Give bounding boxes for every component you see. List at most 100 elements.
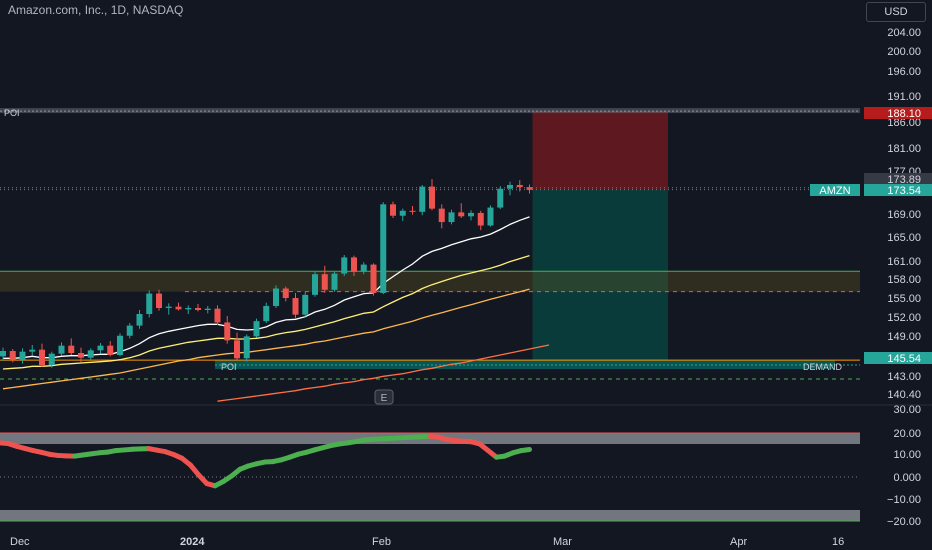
price-tick: 186.00 — [887, 117, 921, 129]
candle-body — [243, 336, 250, 359]
oscillator-axis: 30.00 20.00 10.00 0.000 −10.00 −20.00 — [887, 404, 921, 528]
candle-body — [351, 257, 357, 272]
time-label: Dec — [10, 536, 30, 548]
candle-body — [302, 294, 309, 315]
candle — [282, 286, 289, 302]
candles — [0, 179, 533, 368]
candle-body — [360, 264, 367, 272]
candle-body — [331, 273, 338, 290]
earnings-marker[interactable] — [374, 389, 394, 405]
time-label: 2024 — [180, 536, 205, 548]
candle — [399, 208, 406, 221]
candle — [78, 347, 84, 363]
time-axis[interactable]: Dec 2024 Feb Mar Apr 16 — [10, 536, 844, 548]
candle — [224, 316, 231, 344]
candle — [68, 338, 75, 355]
candle-body — [185, 308, 192, 310]
candle-body — [370, 264, 377, 293]
candle — [409, 205, 416, 215]
supply-band — [0, 271, 860, 292]
price-tick: 152.00 — [887, 312, 921, 324]
candle — [351, 255, 357, 276]
candle — [87, 348, 94, 360]
osc-tick: 0.000 — [893, 472, 921, 484]
candle — [0, 347, 6, 361]
price-tick: 140.40 — [887, 389, 921, 401]
price-tick: 196.00 — [887, 66, 921, 78]
candle-body — [507, 184, 513, 189]
candle-body — [399, 210, 406, 216]
target-price-tag: 173.89 — [887, 174, 921, 186]
oscillator-segment — [518, 447, 532, 454]
osc-tick: −20.00 — [887, 516, 921, 528]
demand-price-tag: 145.54 — [887, 353, 921, 365]
candle-body — [97, 345, 104, 351]
candle — [48, 351, 55, 368]
candle — [29, 345, 36, 356]
price-tick: 155.00 — [887, 293, 921, 305]
candle — [312, 271, 318, 297]
poi-label-bottom: POI — [221, 362, 237, 372]
candle-body — [48, 353, 55, 365]
candle — [9, 349, 16, 363]
candle-body — [175, 306, 182, 310]
time-label: Mar — [553, 536, 572, 548]
candle — [429, 179, 435, 211]
candle — [107, 341, 114, 357]
candle-body — [419, 186, 426, 212]
price-tick: 204.00 — [887, 27, 921, 39]
candle-body — [117, 335, 123, 355]
candle-body — [438, 208, 445, 223]
candle — [97, 343, 104, 354]
candle-body — [107, 345, 114, 355]
candle — [253, 318, 260, 338]
candle-body — [204, 308, 211, 310]
osc-tick: 30.00 — [893, 404, 921, 416]
candle-body — [341, 257, 348, 274]
candle-body — [516, 184, 523, 188]
oscillator-pane — [0, 404, 932, 522]
price-tick: 181.00 — [887, 143, 921, 155]
candle-body — [195, 308, 201, 310]
price-tick: 158.00 — [887, 274, 921, 286]
ticker-tag: AMZN — [819, 185, 850, 197]
candle-body — [380, 204, 387, 293]
demand-label: DEMAND — [803, 362, 843, 372]
candle-body — [68, 345, 75, 353]
price-axis[interactable]: 204.00 200.00 196.00 191.00 186.00 181.0… — [887, 27, 921, 401]
moving-averages — [2, 216, 550, 402]
candle-body — [487, 207, 494, 226]
currency-button[interactable]: USD — [866, 2, 926, 22]
candle — [458, 203, 465, 219]
candle-body — [165, 306, 172, 308]
candle-body — [321, 274, 328, 290]
candle — [438, 204, 445, 229]
horizontal-levels — [0, 110, 860, 380]
candle — [214, 305, 221, 325]
candle — [243, 334, 250, 362]
candle — [156, 289, 162, 311]
osc-tick: 10.00 — [893, 449, 921, 461]
candle-body — [39, 349, 45, 365]
candle — [39, 343, 45, 367]
candle-body — [390, 204, 396, 216]
candle-body — [214, 308, 221, 323]
candle — [487, 205, 494, 227]
candle — [497, 186, 504, 210]
last-price-tag: 173.54 — [887, 185, 921, 197]
candle-body — [292, 298, 299, 315]
candle — [146, 290, 153, 318]
candle — [204, 306, 211, 314]
ema-mid-line — [2, 254, 530, 370]
candle — [370, 263, 377, 296]
candle-body — [526, 187, 533, 190]
candle — [390, 201, 396, 219]
candle — [165, 303, 172, 315]
candle — [419, 184, 426, 216]
candle — [234, 332, 240, 360]
candle-body — [448, 212, 455, 223]
candle-body — [263, 306, 270, 322]
price-tags: 188.10 173.89 AMZN 173.54 145.54 — [810, 107, 932, 365]
candle — [331, 271, 338, 292]
osc-tick: 20.00 — [893, 428, 921, 440]
